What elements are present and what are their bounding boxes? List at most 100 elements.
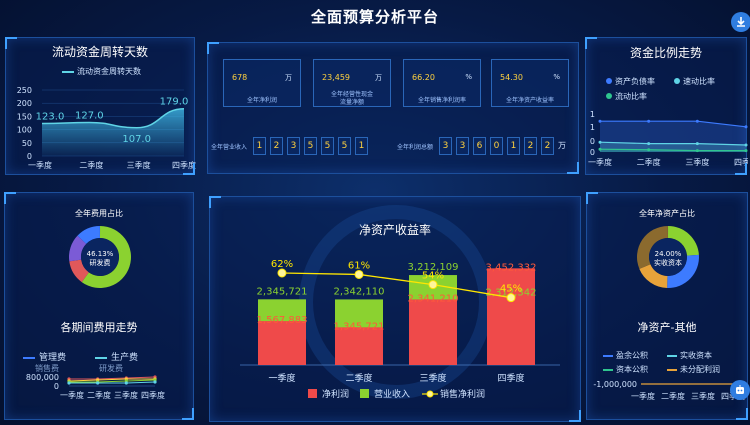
margin-label: 62% (271, 259, 293, 270)
series-point (695, 119, 699, 123)
legend-swatch (23, 356, 35, 359)
kpi-unit: % (465, 73, 472, 81)
pie-slice (637, 226, 668, 269)
margin-label: 61% (348, 260, 370, 271)
legend-swatch (308, 389, 317, 398)
y-tick-label: 100 (17, 126, 32, 135)
revenue-label: 3,212,109 (408, 262, 459, 273)
panel-roe: 净资产收益率 2,345,721 1,567,883 一季度 2,342,110 1,3… (209, 196, 581, 422)
x-tick-label: 二季度 (661, 391, 685, 401)
counter-digit: 5 (304, 137, 317, 155)
pie-slice (81, 226, 132, 288)
margin-point (428, 280, 438, 290)
net-profit-bar (335, 327, 383, 365)
x-tick-label: 一季度 (588, 157, 612, 167)
turnover-legend: 流动资金周转天数 (62, 66, 141, 77)
legend-item: 生产费 (95, 350, 138, 363)
turnover-line (41, 107, 185, 129)
series-point (598, 147, 602, 151)
series-line-0 (600, 120, 747, 128)
turnover-area (42, 108, 184, 156)
legend-swatch-dot (426, 390, 434, 398)
x-tick-label: 四季度 (497, 372, 524, 384)
series-point (598, 140, 602, 144)
counter-digit: 5 (321, 137, 334, 155)
capital-ratio-chart: 0 0 1 1 一季度 二季度 三季度 四季度 (588, 110, 748, 167)
series-point (695, 149, 699, 153)
equity-trend-title: 净资产-其他 (637, 321, 697, 334)
download-icon (737, 17, 745, 27)
kpi-card: 23,459 万全年经营性现金流量净额 (313, 59, 391, 107)
pie-slice (77, 226, 100, 244)
kpi-value: 54.30 (500, 73, 523, 82)
x-tick-label: 一季度 (60, 390, 84, 400)
y-tick-label: 1 (590, 123, 595, 132)
pie-slice (639, 264, 668, 288)
pie-slice (667, 254, 699, 288)
counter-unit: 万 (558, 141, 566, 150)
x-tick-label: 三季度 (127, 160, 151, 170)
series-point (647, 119, 651, 123)
kpi-card: 678 万全年净利润 (223, 59, 301, 107)
y-tick-label: 0 (27, 152, 32, 161)
pie-slice (69, 259, 89, 283)
legend-label: 研发费 (99, 364, 123, 373)
counter-digit: 1 (507, 137, 520, 155)
legend-swatch (603, 368, 613, 371)
x-tick-label: 四季度 (172, 160, 196, 170)
counter-digit: 3 (287, 137, 300, 155)
kpi-label: 全年净资产收益率 (505, 97, 554, 104)
kpi-unit: 万 (375, 74, 382, 82)
panel-kpis: 678 万全年净利润 23,459 万全年经营性现金流量净额 66.20% 全年销售净利润… (207, 42, 579, 174)
margin-line (281, 272, 512, 299)
legend-item: 速动比率 (674, 76, 715, 87)
legend-label: 管理费 (39, 353, 67, 363)
pie-center-value: 46.13% (87, 250, 114, 258)
x-tick-label: 一季度 (268, 372, 295, 384)
series-line-2 (599, 148, 746, 152)
legend-label: 生产费 (111, 353, 139, 363)
pie-slice (668, 226, 699, 256)
x-tick-label: 一季度 (631, 391, 655, 401)
panel-equity: 全年净资产占比 24.00%实收资本-1,000,000一季度二季度三季度四季度… (586, 192, 748, 420)
download-button[interactable] (731, 12, 750, 32)
assistant-button[interactable] (730, 380, 750, 400)
y-tick-label: 1 (590, 110, 595, 119)
legend-swatch (667, 368, 677, 371)
kpi-card: 66.20% 全年销售净利润率 (403, 59, 481, 107)
legend-label: 未分配利润 (680, 365, 720, 374)
legend-label: 资产负债率 (615, 77, 655, 86)
kpi-unit: 万 (285, 74, 292, 82)
x-tick-label: 三季度 (114, 390, 138, 400)
y-tick-label: 0 (590, 137, 595, 146)
legend-swatch (603, 354, 613, 357)
legend-swatch (674, 78, 680, 84)
legend-swatch (62, 70, 74, 73)
y-tick-label: 0 (54, 382, 59, 391)
turnover-chart: 0 50 100 150 200 250 123.0 127.0 107.0 179.0 一季度 二季… (17, 86, 196, 170)
trend-point (96, 381, 100, 385)
x-tick-label: 二季度 (637, 157, 661, 167)
net-profit-label: 2,341,210 (408, 293, 459, 304)
pie-hole (81, 238, 119, 276)
revenue-label: 2,312,342 (486, 287, 537, 298)
y-tick-label: 0 (590, 148, 595, 157)
kpi-unit: % (553, 73, 560, 81)
net-profit-label: 3,452,332 (486, 262, 537, 273)
trend-line (69, 381, 156, 384)
trend-point (153, 380, 157, 384)
series-point (598, 119, 602, 123)
panel-capital-ratio-title: 资金比例走势 (629, 46, 702, 60)
legend-swatch (95, 356, 107, 359)
series-point (695, 142, 699, 146)
legend-swatch (606, 78, 612, 84)
kpi-value: 23,459 (322, 73, 350, 82)
counter-label: 全年营业收入 (211, 144, 248, 151)
trend-point (67, 381, 71, 385)
kpi-card: 54.30% 全年净资产收益率 (491, 59, 569, 107)
x-tick-label: 三季度 (685, 157, 709, 167)
y-tick-label: 800,000 (26, 373, 59, 382)
trend-line (68, 378, 155, 382)
